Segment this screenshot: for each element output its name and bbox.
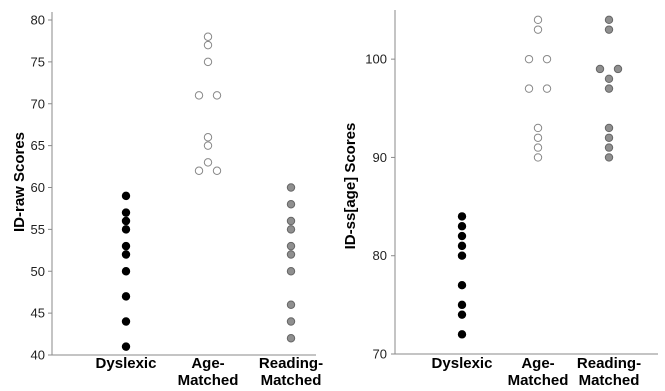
scatter-point-1-0-1 bbox=[457, 222, 467, 231]
scatter-point-1-1-0 bbox=[533, 15, 543, 25]
scatter-point-0-1-3 bbox=[194, 91, 204, 100]
scatter-point-1-2-2 bbox=[595, 64, 605, 74]
scatter-point-0-2-5 bbox=[286, 250, 296, 259]
y-tick-label-1-2: 90 bbox=[373, 150, 387, 165]
scatter-point-1-0-7 bbox=[457, 310, 467, 319]
category-label-0-2-line2: Matched bbox=[261, 372, 322, 389]
scatter-point-0-0-6 bbox=[121, 267, 131, 276]
category-label-0-2-line1: Reading- bbox=[259, 355, 323, 372]
category-label-1-2-line1: Reading- bbox=[577, 355, 641, 372]
scatter-point-1-0-4 bbox=[457, 251, 467, 260]
scatter-point-0-2-3 bbox=[286, 225, 296, 234]
y-tick-label-0-5: 65 bbox=[31, 138, 45, 153]
scatter-point-1-2-7 bbox=[604, 133, 614, 142]
scatter-point-1-1-2 bbox=[524, 54, 534, 64]
scatter-point-0-0-4 bbox=[121, 241, 131, 251]
scatter-point-0-0-0 bbox=[121, 191, 131, 201]
scatter-point-1-2-8 bbox=[604, 143, 614, 152]
y-tick-label-0-0: 40 bbox=[31, 348, 45, 363]
scatter-point-0-2-2 bbox=[286, 216, 296, 226]
scatter-point-0-1-9 bbox=[212, 166, 222, 175]
scatter-point-0-2-0 bbox=[286, 183, 296, 192]
category-label-1-1-line2: Matched bbox=[508, 372, 569, 389]
category-label-0-0-line1: Dyslexic bbox=[96, 355, 157, 372]
scatter-point-0-1-4 bbox=[212, 91, 222, 100]
y-tick-label-1-3: 100 bbox=[365, 52, 387, 67]
scatter-point-0-2-9 bbox=[286, 334, 296, 343]
scatter-point-1-0-6 bbox=[457, 300, 467, 310]
category-label-1-1-line1: Age- bbox=[521, 355, 554, 372]
scatter-point-1-0-3 bbox=[457, 241, 467, 251]
category-label-1-0-line1: Dyslexic bbox=[432, 355, 493, 372]
scatter-point-1-1-1 bbox=[533, 25, 543, 34]
scatter-point-0-0-9 bbox=[121, 342, 131, 351]
scatter-point-1-1-4 bbox=[524, 84, 534, 93]
scatter-point-0-2-7 bbox=[286, 300, 296, 309]
y-tick-label-1-0: 70 bbox=[373, 347, 387, 362]
y-tick-label-0-7: 75 bbox=[31, 54, 45, 69]
scatter-point-0-1-0 bbox=[203, 32, 213, 41]
y-tick-label-1-1: 80 bbox=[373, 248, 387, 263]
scatter-point-1-2-4 bbox=[604, 74, 614, 84]
scatter-point-1-1-6 bbox=[533, 123, 543, 133]
scatter-point-0-1-5 bbox=[203, 133, 213, 142]
y-tick-label-0-4: 60 bbox=[31, 180, 45, 195]
scatter-point-0-1-7 bbox=[203, 158, 213, 167]
y-tick-label-0-3: 55 bbox=[31, 222, 45, 237]
scatter-point-0-2-4 bbox=[286, 241, 296, 251]
left-panel: 40 45 50 55 60 65 70 75 80 ID-raw Scores Dyslexic A… bbox=[11, 12, 323, 389]
scatter-point-1-2-1 bbox=[604, 25, 614, 34]
scatter-point-0-0-7 bbox=[121, 292, 131, 301]
scatter-point-1-2-6 bbox=[604, 123, 614, 133]
y-tick-label-0-1: 45 bbox=[31, 306, 45, 321]
scatter-point-1-1-3 bbox=[542, 54, 552, 64]
scatter-point-0-1-1 bbox=[203, 40, 213, 50]
scatter-point-0-0-8 bbox=[121, 317, 131, 326]
scatter-point-1-0-2 bbox=[457, 231, 467, 241]
scatter-point-1-0-8 bbox=[457, 330, 467, 339]
scatter-point-0-1-2 bbox=[203, 57, 213, 67]
scatter-point-1-2-3 bbox=[613, 64, 623, 74]
scatter-point-1-0-5 bbox=[457, 281, 467, 290]
scatter-point-0-0-2 bbox=[121, 216, 131, 226]
scatter-point-0-0-5 bbox=[121, 250, 131, 259]
scatter-point-1-1-8 bbox=[533, 143, 543, 152]
scatter-point-1-2-0 bbox=[604, 15, 614, 25]
scatter-point-1-2-5 bbox=[604, 84, 614, 93]
scatter-point-0-0-3 bbox=[121, 225, 131, 234]
scatter-point-1-1-5 bbox=[542, 84, 552, 93]
scatter-point-0-1-6 bbox=[203, 141, 213, 150]
scatter-point-1-1-9 bbox=[533, 153, 543, 162]
scatter-point-1-0-0 bbox=[457, 212, 467, 221]
scatter-point-0-2-8 bbox=[286, 317, 296, 326]
scatter-point-1-2-9 bbox=[604, 153, 614, 162]
scatter-point-0-1-8 bbox=[194, 166, 204, 175]
scatter-point-0-0-1 bbox=[121, 208, 131, 217]
scatter-point-0-2-1 bbox=[286, 200, 296, 209]
y-axis-title-0: ID-raw Scores bbox=[11, 132, 28, 232]
scatter-point-0-2-6 bbox=[286, 267, 296, 276]
category-label-0-1-line2: Matched bbox=[178, 372, 239, 389]
scatter-point-1-1-7 bbox=[533, 133, 543, 142]
y-tick-label-0-6: 70 bbox=[31, 96, 45, 111]
y-tick-label-0-2: 50 bbox=[31, 264, 45, 279]
category-label-0-1-line1: Age- bbox=[191, 355, 224, 372]
y-tick-label-0-8: 80 bbox=[31, 13, 45, 28]
y-axis-title-1: ID-ss[age] Scores bbox=[342, 123, 359, 250]
category-label-1-2-line2: Matched bbox=[579, 372, 640, 389]
